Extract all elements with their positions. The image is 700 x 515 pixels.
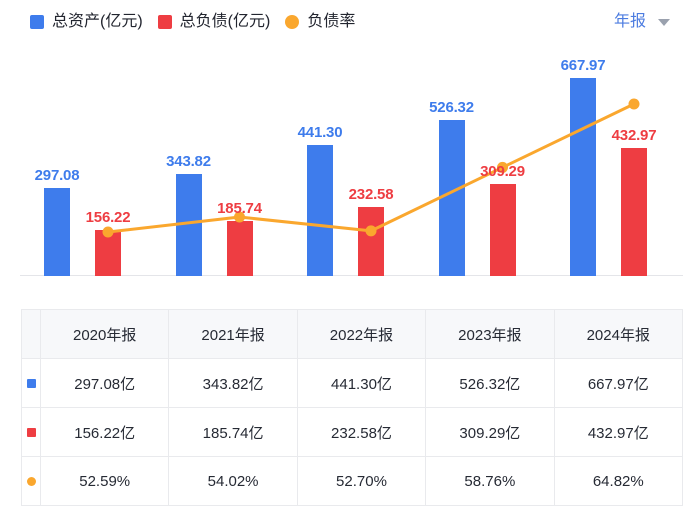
marker-cell (21, 456, 41, 506)
bar-value-label: 156.22 (85, 209, 131, 226)
col-header-2023: 2023年报 (425, 309, 555, 359)
bar-value-label: 185.74 (217, 200, 262, 217)
x-axis-line (20, 275, 683, 276)
table-cell: 54.02% (168, 456, 298, 506)
col-header-2022: 2022年报 (296, 309, 427, 359)
assets-swatch-icon (30, 15, 44, 29)
bar-line-chart: 297.08 343.82 441.30 526.32 667.97 156.22 185.… (0, 0, 700, 292)
debt-ratio-point[interactable] (628, 98, 640, 110)
debt-ratio-point[interactable] (102, 226, 114, 238)
col-header-2021: 2021年报 (168, 309, 298, 359)
table-row-total-liabilities: 156.22亿 185.74亿 232.58亿 309.29亿 432.97亿 (21, 407, 684, 457)
debt-ratio-point[interactable] (365, 225, 377, 237)
blue-square-icon (26, 378, 36, 388)
table-row-debt-ratio: 52.59% 54.02% 52.70% 58.76% 64.82% (21, 456, 684, 506)
bar-value-label: 232.58 (348, 186, 394, 203)
assets-bar[interactable] (44, 188, 70, 276)
debt-ratio-swatch-icon (285, 15, 300, 29)
legend-item-debt-ratio[interactable]: 负债率 (285, 14, 355, 30)
table-cell: 52.70% (296, 456, 427, 506)
marker-column-header (21, 309, 41, 359)
col-header-2020: 2020年报 (39, 309, 170, 359)
assets-bar[interactable] (570, 78, 596, 276)
table-cell: 52.59% (39, 456, 170, 506)
table-cell: 309.29亿 (425, 407, 555, 457)
legend-label: 总负债(亿元) (179, 13, 271, 30)
legend-item-total-assets[interactable]: 总资产(亿元) (30, 14, 143, 30)
period-label: 年报 (613, 13, 646, 30)
data-table: 2020年报 2021年报 2022年报 2023年报 2024年报 297.0… (21, 309, 684, 506)
table-cell: 441.30亿 (296, 358, 427, 408)
table-cell: 58.76% (425, 456, 555, 506)
bar-value-label: 441.30 (297, 124, 343, 141)
table-cell: 432.97亿 (553, 407, 684, 457)
legend-label: 负债率 (307, 13, 356, 30)
table-cell: 156.22亿 (39, 407, 170, 457)
legend-label: 总资产(亿元) (52, 13, 143, 30)
caret-down-icon (658, 18, 670, 26)
marker-cell (21, 358, 41, 408)
bar-value-label: 667.97 (560, 57, 606, 74)
bar-value-label: 526.32 (429, 99, 474, 116)
col-header-2024: 2024年报 (553, 309, 684, 359)
debt-ratio-point[interactable] (234, 211, 245, 223)
liabilities-bar[interactable] (621, 148, 647, 276)
bar-value-label: 343.82 (166, 153, 211, 170)
table-cell: 343.82亿 (168, 358, 298, 408)
marker-cell (21, 407, 41, 457)
debt-ratio-point[interactable] (497, 161, 508, 173)
chart-topbar: 总资产(亿元) 总负债(亿元) 负债率 年报 (30, 10, 670, 34)
table-header-row: 2020年报 2021年报 2022年报 2023年报 2024年报 (21, 309, 684, 359)
table-cell: 64.82% (553, 456, 684, 506)
red-square-icon (26, 427, 36, 437)
bar-value-label: 309.29 (480, 163, 525, 180)
legend-item-total-liabilities[interactable]: 总负债(亿元) (157, 13, 271, 30)
table-row-total-assets: 297.08亿 343.82亿 441.30亿 526.32亿 667.97亿 (21, 358, 684, 408)
liabilities-swatch-icon (157, 15, 172, 29)
debt-ratio-line[interactable] (0, 0, 700, 292)
assets-bar[interactable] (438, 120, 465, 276)
table-cell: 526.32亿 (425, 358, 555, 408)
liabilities-bar[interactable] (95, 230, 121, 276)
liabilities-bar[interactable] (358, 207, 384, 276)
table-cell: 185.74亿 (168, 407, 298, 457)
assets-bar[interactable] (307, 145, 333, 276)
liabilities-bar[interactable] (226, 221, 253, 276)
chart-legend: 总资产(亿元) 总负债(亿元) 负债率 (30, 14, 355, 30)
table-cell: 667.97亿 (553, 358, 684, 408)
liabilities-bar[interactable] (489, 184, 516, 276)
orange-circle-icon (26, 476, 36, 486)
bar-value-label: 432.97 (611, 127, 657, 144)
table-cell: 297.08亿 (39, 358, 170, 408)
period-selector[interactable]: 年报 (614, 14, 670, 30)
table-cell: 232.58亿 (296, 407, 427, 457)
bar-value-label: 297.08 (34, 167, 80, 184)
